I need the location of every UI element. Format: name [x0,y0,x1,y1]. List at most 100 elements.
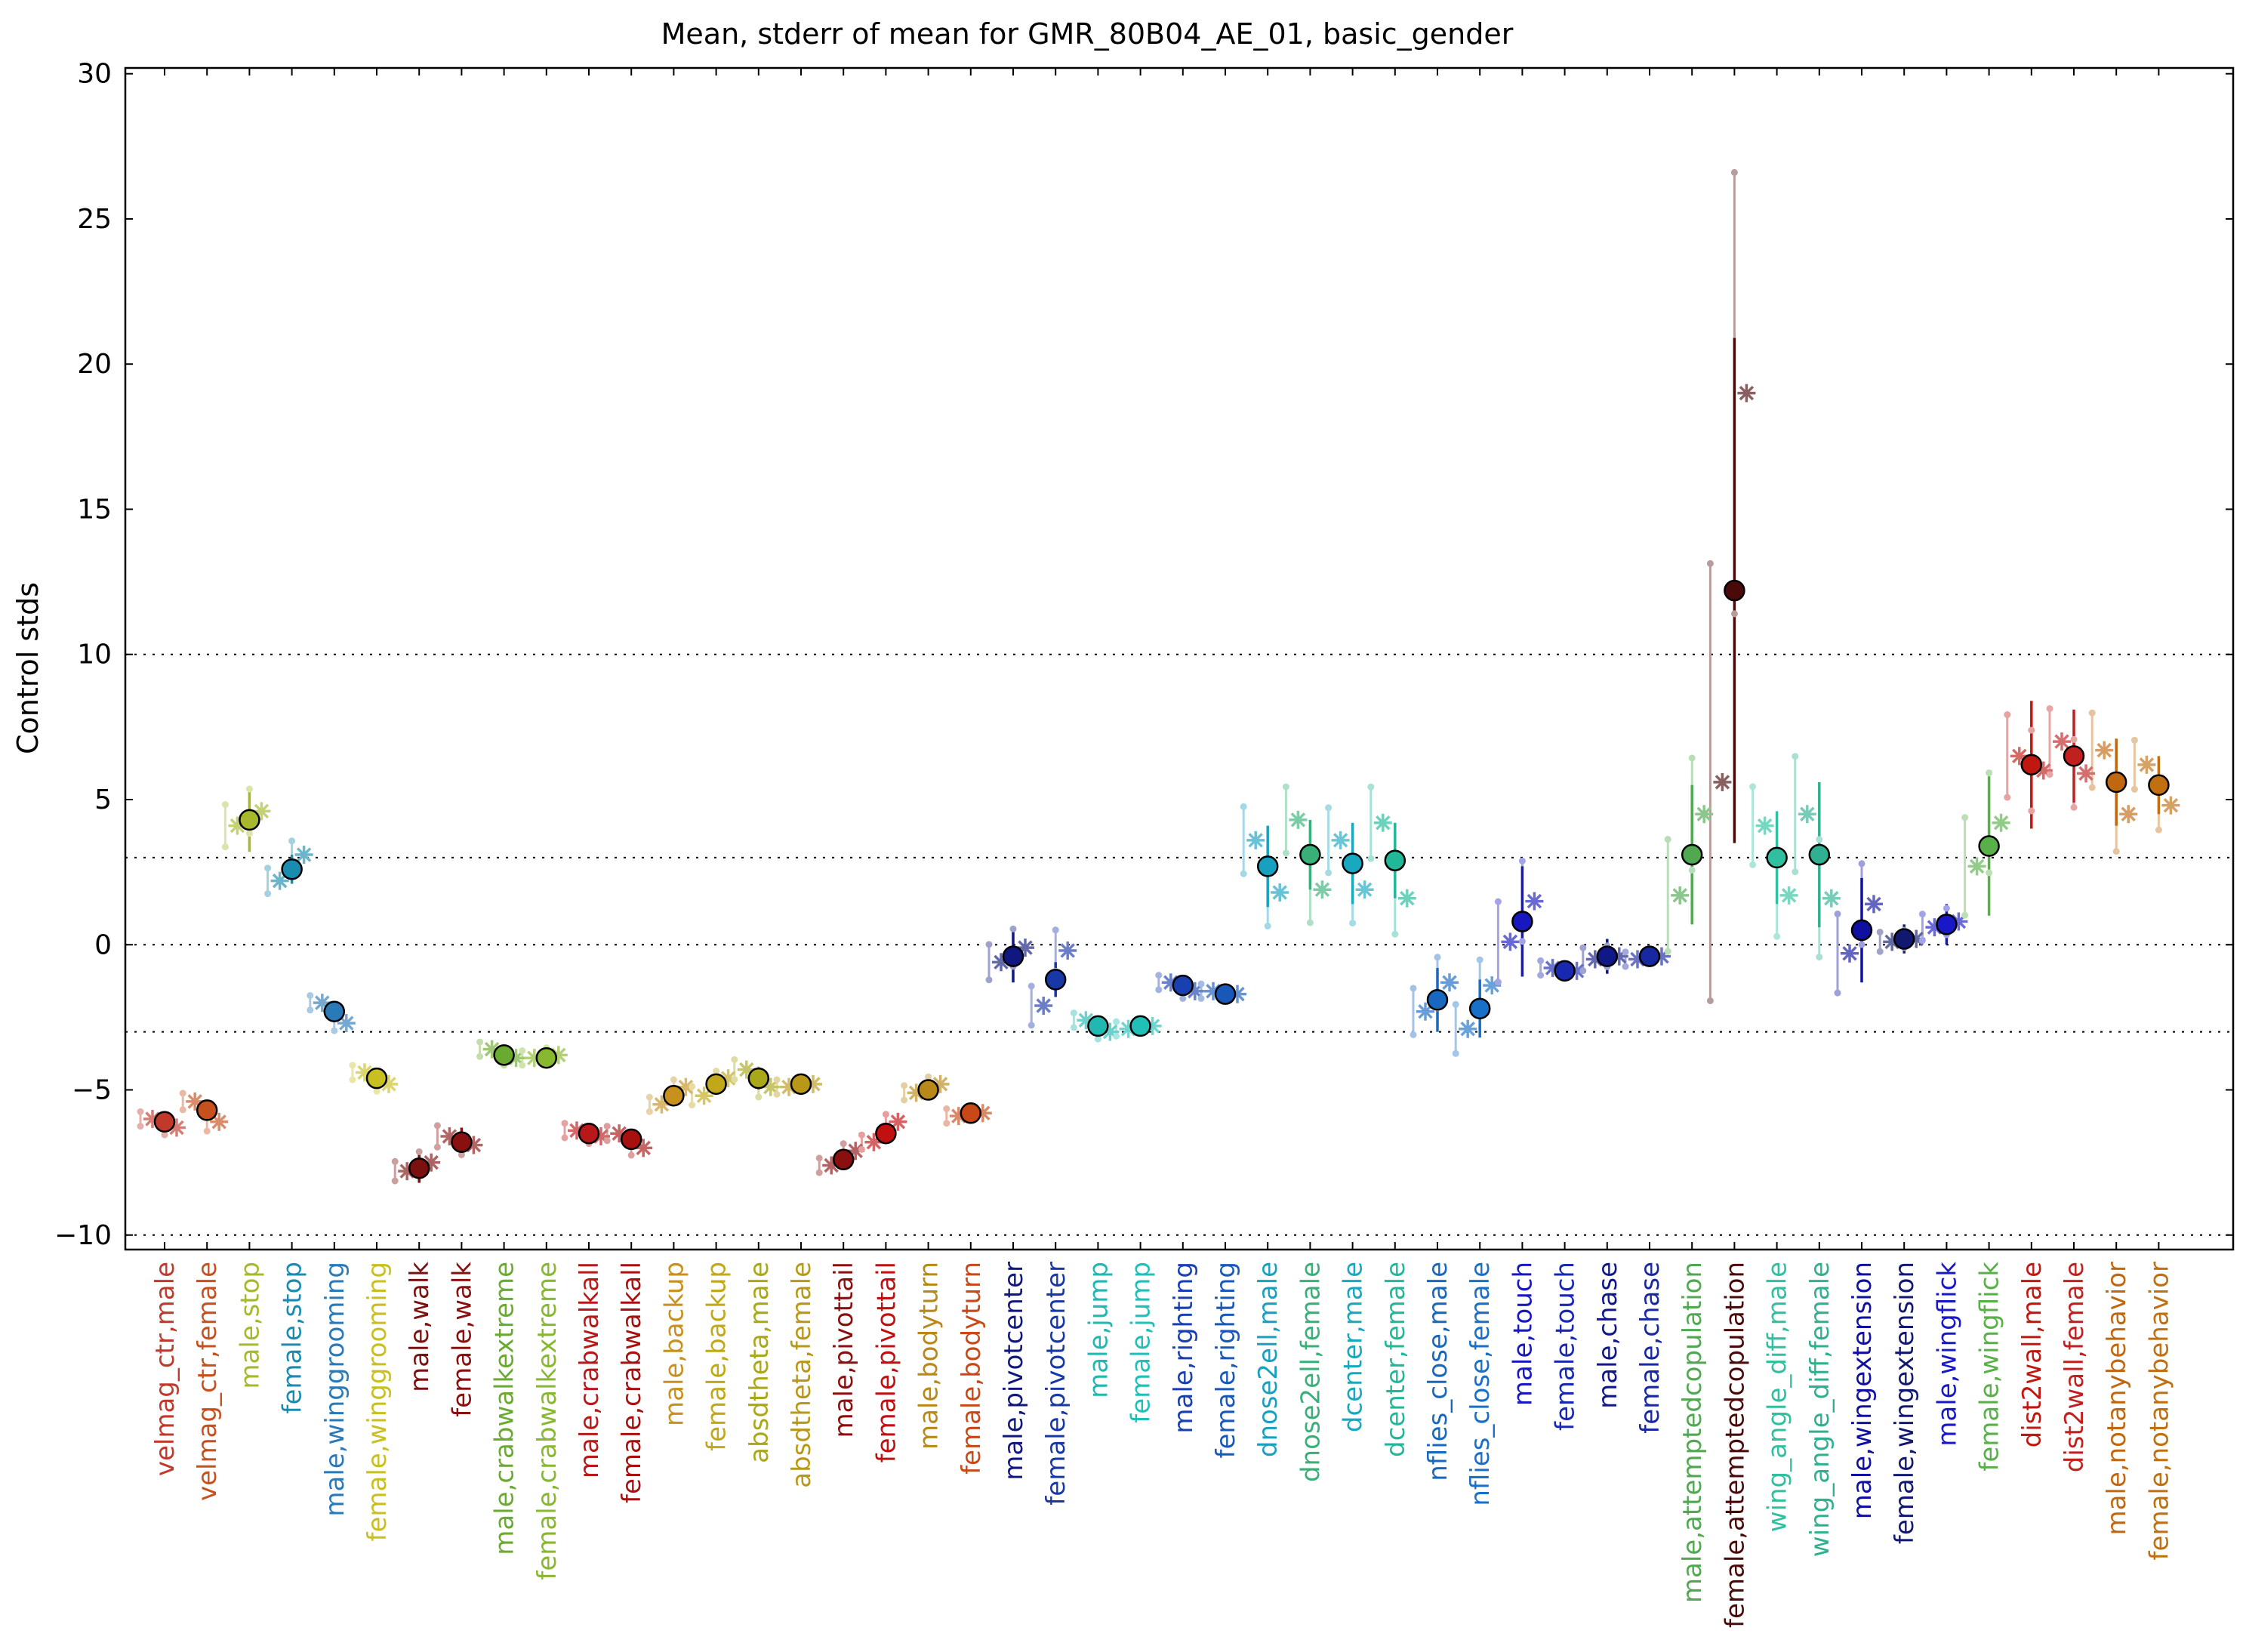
experiment-marker [2095,741,2114,760]
experiment-marker [1459,1019,1477,1038]
experiment-point [391,1177,399,1185]
experiment-marker [1755,816,1774,835]
mean-marker [1044,969,1067,991]
experiment-point [2028,726,2035,734]
experiment-marker [1289,810,1308,829]
x-tick-label: female,attemptedcopulation [1720,1262,1750,1628]
experiment-point [1325,869,1333,877]
experiment-point [1367,783,1375,791]
experiment-marker [1416,1002,1434,1021]
experiment-point [373,1087,380,1095]
mean-marker [1681,843,1703,866]
experiment-point [1706,559,1714,567]
experiment-point [1792,868,1799,876]
experiment-point [288,837,296,845]
experiment-point [179,1090,186,1097]
x-tick-label: male,wingextension [1847,1262,1878,1519]
mean-marker [1596,945,1619,967]
mean-marker [239,809,260,831]
experiment-point [1858,941,1866,948]
experiment-point [1749,783,1757,791]
experiment-point [476,1038,484,1046]
experiment-point [2004,794,2011,801]
experiment-point [1306,919,1314,926]
experiment-point [1706,997,1714,1004]
experiment-marker [294,846,313,865]
experiment-point [179,1106,186,1114]
mean-marker [1129,1015,1151,1037]
x-tick-label: wing_angle_diff,female [1805,1262,1835,1557]
mean-marker [663,1084,685,1107]
x-tick-label: dist2wall,male [2017,1262,2047,1447]
experiment-point [901,1082,908,1090]
experiment-point [2088,709,2096,717]
experiment-point [137,1123,144,1130]
experiment-marker [2053,732,2071,751]
y-axis: −10 −5 0 5 10 15 20 25 30 [54,59,2233,1251]
experiment-marker [1713,772,1732,791]
mean-marker [1724,579,1745,602]
experiment-point [2028,807,2035,815]
experiment-point [264,865,272,872]
x-axis: velmag_ctr,male velmag_ctr,female male,sto… [150,68,2174,1628]
x-tick-label: male,notanybehavior [2102,1262,2132,1536]
experiment-point [901,1096,908,1104]
mean-marker [1002,945,1024,967]
experiment-point [349,1076,356,1083]
experiment-marker [1779,886,1798,905]
experiment-point [1730,168,1738,176]
experiment-marker [2119,805,2138,824]
x-tick-label: male,righting [1169,1262,1199,1434]
experiment-point [985,976,993,984]
experiment-marker [1695,805,1714,824]
mean-marker [1214,983,1237,1005]
experiment-point [731,1076,738,1083]
experiment-point [1197,980,1205,988]
mean-marker [1256,855,1279,877]
experiment-point [561,1120,568,1127]
experiment-point [815,1154,823,1162]
experiment-point [645,1093,653,1101]
experiment-point [1579,967,1587,975]
x-tick-label: female,touch [1551,1262,1581,1431]
mean-marker [535,1046,558,1069]
y-tick-label: 15 [77,494,112,525]
x-tick-label: female,bodyturn [957,1262,987,1475]
mean-marker [960,1102,982,1124]
experiment-point [1537,972,1545,979]
experiment-point [476,1053,484,1060]
experiment-point [1240,803,1247,810]
mean-marker [493,1044,515,1066]
experiment-point [1070,1024,1077,1031]
x-tick-label: female,wingextension [1890,1262,1920,1544]
experiment-point [331,1027,338,1034]
experiment-point [2112,848,2120,855]
x-tick-label: dcenter,female [1381,1262,1411,1457]
x-tick-label: nflies_close,female [1465,1262,1496,1506]
experiment-point [925,1073,932,1080]
mean-marker [832,1148,855,1171]
x-tick-label: absdtheta,male [744,1262,775,1463]
experiment-marker [2077,764,2095,783]
x-tick-label: female,pivotcenter [1041,1262,1071,1506]
x-tick-label: female,righting [1211,1262,1241,1458]
experiment-point [1730,610,1738,618]
experiment-point [415,1148,423,1155]
mean-marker [1342,852,1363,874]
experiment-marker [1822,889,1841,908]
experiment-point [773,1090,781,1098]
mean-marker [153,1111,176,1133]
experiment-point [689,1083,696,1090]
experiment-point [433,1122,441,1130]
experiment-point [815,1169,823,1176]
x-tick-label: dnose2ell,male [1253,1262,1283,1457]
experiment-marker [1841,944,1859,963]
experiment-marker [1373,813,1392,832]
experiment-marker [1313,880,1332,899]
experiment-point [1476,956,1483,963]
experiment-marker [1737,384,1756,402]
experiment-point [603,1137,611,1145]
experiment-point [1155,986,1163,994]
experiment-point [1537,957,1545,964]
